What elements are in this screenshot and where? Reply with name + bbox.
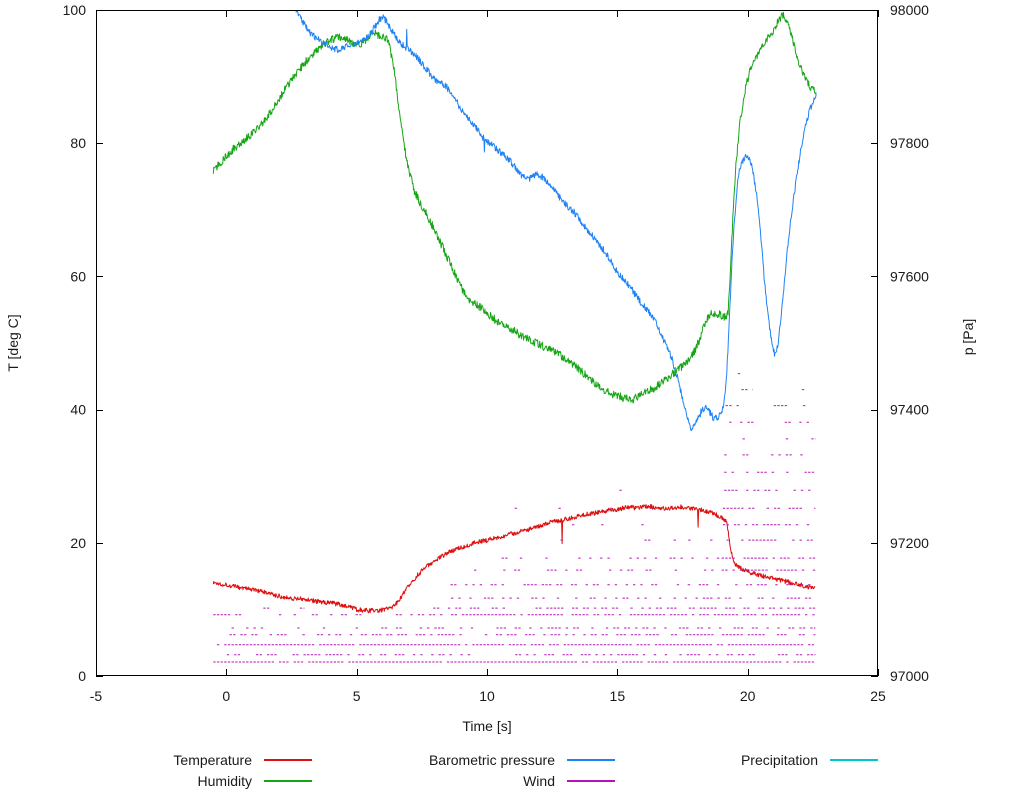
svg-text:60: 60 xyxy=(70,268,86,284)
plot-series xyxy=(212,10,817,663)
legend-label-barometric-pressure: Barometric pressure xyxy=(428,752,555,768)
legend-item-precipitation: Precipitation xyxy=(578,752,878,768)
svg-text:97600: 97600 xyxy=(890,268,929,284)
svg-text:15: 15 xyxy=(610,688,626,704)
legend-item-barometric-pressure: Barometric pressure xyxy=(315,752,615,768)
svg-text:80: 80 xyxy=(70,135,86,151)
legend-line-sample-temperature xyxy=(264,759,312,761)
legend-label-wind: Wind xyxy=(523,773,555,789)
legend-line-sample-wind xyxy=(567,780,615,782)
svg-text:40: 40 xyxy=(70,402,86,418)
svg-text:20: 20 xyxy=(70,535,86,551)
y-axis-title-right: p [Pa] xyxy=(960,319,976,356)
axis-tick-labels: -5 0 5 10 15 20 250204060801009700097200974009… xyxy=(63,2,930,704)
plot-canvas: -5 0 5 10 15 20 250204060801009700097200974009… xyxy=(5,2,976,734)
legend-item-temperature: Temperature xyxy=(12,752,312,768)
svg-text:97000: 97000 xyxy=(890,668,929,684)
chart-legend: Temperature Humidity Barometric pressure… xyxy=(0,740,1024,800)
plot-frame xyxy=(96,10,879,677)
svg-text:100: 100 xyxy=(63,2,87,18)
legend-line-sample-precipitation xyxy=(830,759,878,761)
svg-text:97800: 97800 xyxy=(890,135,929,151)
svg-text:-5: -5 xyxy=(90,688,103,704)
svg-text:0: 0 xyxy=(78,668,86,684)
svg-text:97200: 97200 xyxy=(890,535,929,551)
y-axis-title-left: T [deg C] xyxy=(5,314,21,371)
x-axis-title: Time [s] xyxy=(462,718,511,734)
legend-label-temperature: Temperature xyxy=(173,752,252,768)
legend-label-humidity: Humidity xyxy=(197,773,252,789)
svg-text:10: 10 xyxy=(479,688,495,704)
svg-text:98000: 98000 xyxy=(890,2,929,18)
svg-text:97400: 97400 xyxy=(890,402,929,418)
legend-item-humidity: Humidity xyxy=(12,773,312,789)
legend-label-precipitation: Precipitation xyxy=(740,752,818,768)
svg-text:20: 20 xyxy=(740,688,756,704)
svg-text:25: 25 xyxy=(870,688,886,704)
svg-text:0: 0 xyxy=(222,688,230,704)
legend-line-sample-barometric-pressure xyxy=(567,759,615,761)
legend-line-sample-humidity xyxy=(264,780,312,782)
svg-text:5: 5 xyxy=(353,688,361,704)
legend-item-wind: Wind xyxy=(315,773,615,789)
